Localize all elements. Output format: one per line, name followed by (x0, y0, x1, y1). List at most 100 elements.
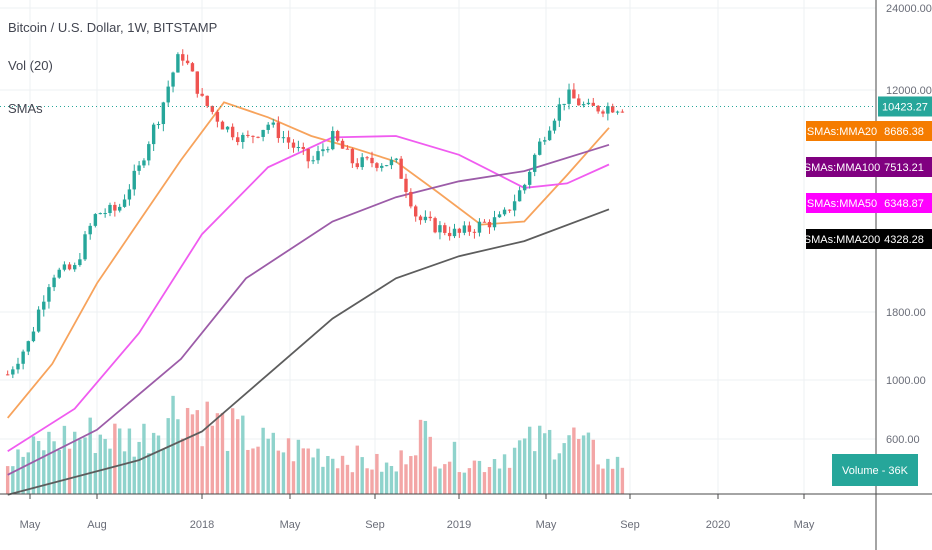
candle-body (577, 98, 581, 106)
volume-bar (251, 448, 255, 494)
candle-body (36, 309, 41, 332)
candle-body (365, 157, 369, 159)
volume-bar (117, 428, 122, 494)
candle-body (88, 225, 92, 235)
candle-body (591, 102, 595, 106)
volume-bar (291, 461, 296, 494)
candle-body (176, 54, 180, 73)
candle-body (447, 232, 452, 237)
volume-bar (147, 453, 151, 494)
ma-tag-name: SMAs:MMA200 (804, 234, 880, 246)
candle-body (547, 130, 552, 141)
candle-body (409, 191, 413, 207)
candle-body (117, 206, 122, 211)
x-tick-label: Sep (620, 519, 640, 531)
volume-bar (457, 472, 462, 494)
volume-bar (326, 456, 330, 494)
candle-body (286, 137, 291, 143)
volume-bar (200, 446, 204, 494)
volume-bar (321, 466, 325, 494)
candle-body (108, 204, 112, 214)
volume-bar (467, 468, 472, 494)
y-tick-label: 24000.00 (886, 3, 932, 15)
x-tick-label: Aug (87, 519, 107, 531)
volume-bar (225, 450, 230, 494)
candle-body (389, 159, 394, 166)
volume-bar (428, 436, 432, 494)
svg-text:10423.27: 10423.27 (882, 101, 928, 113)
candle-body (132, 170, 136, 190)
volume-bar (497, 468, 502, 494)
x-tick-label: May (280, 519, 301, 531)
candle-body (522, 184, 527, 191)
candle-body (185, 60, 190, 64)
volume-bar (452, 441, 457, 494)
volume-bar (256, 446, 260, 494)
volume-bar (26, 452, 30, 494)
volume-bar (113, 423, 117, 494)
ma-line-mma50 (7, 135, 610, 452)
volume-bar (572, 427, 576, 494)
volume-bar (522, 438, 527, 494)
candle-body (497, 214, 502, 218)
volume-bar (52, 441, 56, 494)
volume-bar (610, 468, 615, 494)
volume-bar (409, 456, 413, 494)
volume-bar (360, 457, 364, 494)
candle-body (261, 129, 265, 137)
candle-body (171, 72, 175, 87)
ma-tag-value: 8686.38 (884, 126, 924, 138)
volume-bar (502, 454, 507, 494)
candle-body (42, 301, 46, 310)
volume-tag-text: Volume - 36K (842, 465, 909, 477)
candle-body (457, 228, 462, 233)
candle-body (620, 111, 625, 113)
volume-bar (394, 471, 398, 494)
volume-bar (296, 439, 301, 494)
candle-body (190, 63, 195, 72)
candle-body (83, 234, 87, 260)
volume-bar (527, 426, 532, 494)
candle-body (384, 165, 389, 167)
candle-body (161, 102, 166, 125)
candle-body (477, 221, 482, 233)
volume-bar (21, 456, 25, 494)
candle-body (251, 135, 255, 137)
x-tick-label: 2020 (706, 519, 730, 531)
candle-body (433, 218, 437, 233)
volume-bar (73, 431, 77, 494)
volume-bar (246, 449, 250, 494)
candle-body (538, 141, 542, 155)
candle-body (487, 221, 492, 228)
volume-bar (156, 435, 161, 494)
candle-body (241, 134, 245, 143)
volume-bar (375, 453, 379, 494)
candle-body (543, 140, 547, 142)
candle-body (438, 225, 442, 233)
ma-line-mma100 (7, 143, 610, 476)
volume-bar (5, 466, 10, 494)
volume-bar (151, 432, 156, 494)
volume-bar (389, 465, 394, 494)
volume-bar (615, 456, 620, 494)
candle-body (93, 214, 98, 226)
candle-body (127, 189, 132, 200)
volume-bar (384, 462, 389, 494)
volume-bar (331, 458, 335, 494)
volume-bar (596, 464, 600, 494)
volume-bar (543, 433, 547, 494)
value-tags: 10423.27 SMAs:MMA20 8686.38 SMAs:MMA100 7513… (804, 96, 932, 486)
volume-bar (462, 472, 467, 494)
volume-bar (316, 448, 320, 494)
volume-bar (447, 461, 452, 494)
candle-body (370, 157, 374, 164)
candle-body (225, 126, 230, 130)
volume-bar (16, 449, 20, 494)
volume-bar (42, 450, 46, 494)
volume-bar (103, 438, 107, 494)
volume-bar (577, 438, 581, 494)
volume-bar (340, 455, 345, 494)
volume-bar (552, 459, 557, 494)
